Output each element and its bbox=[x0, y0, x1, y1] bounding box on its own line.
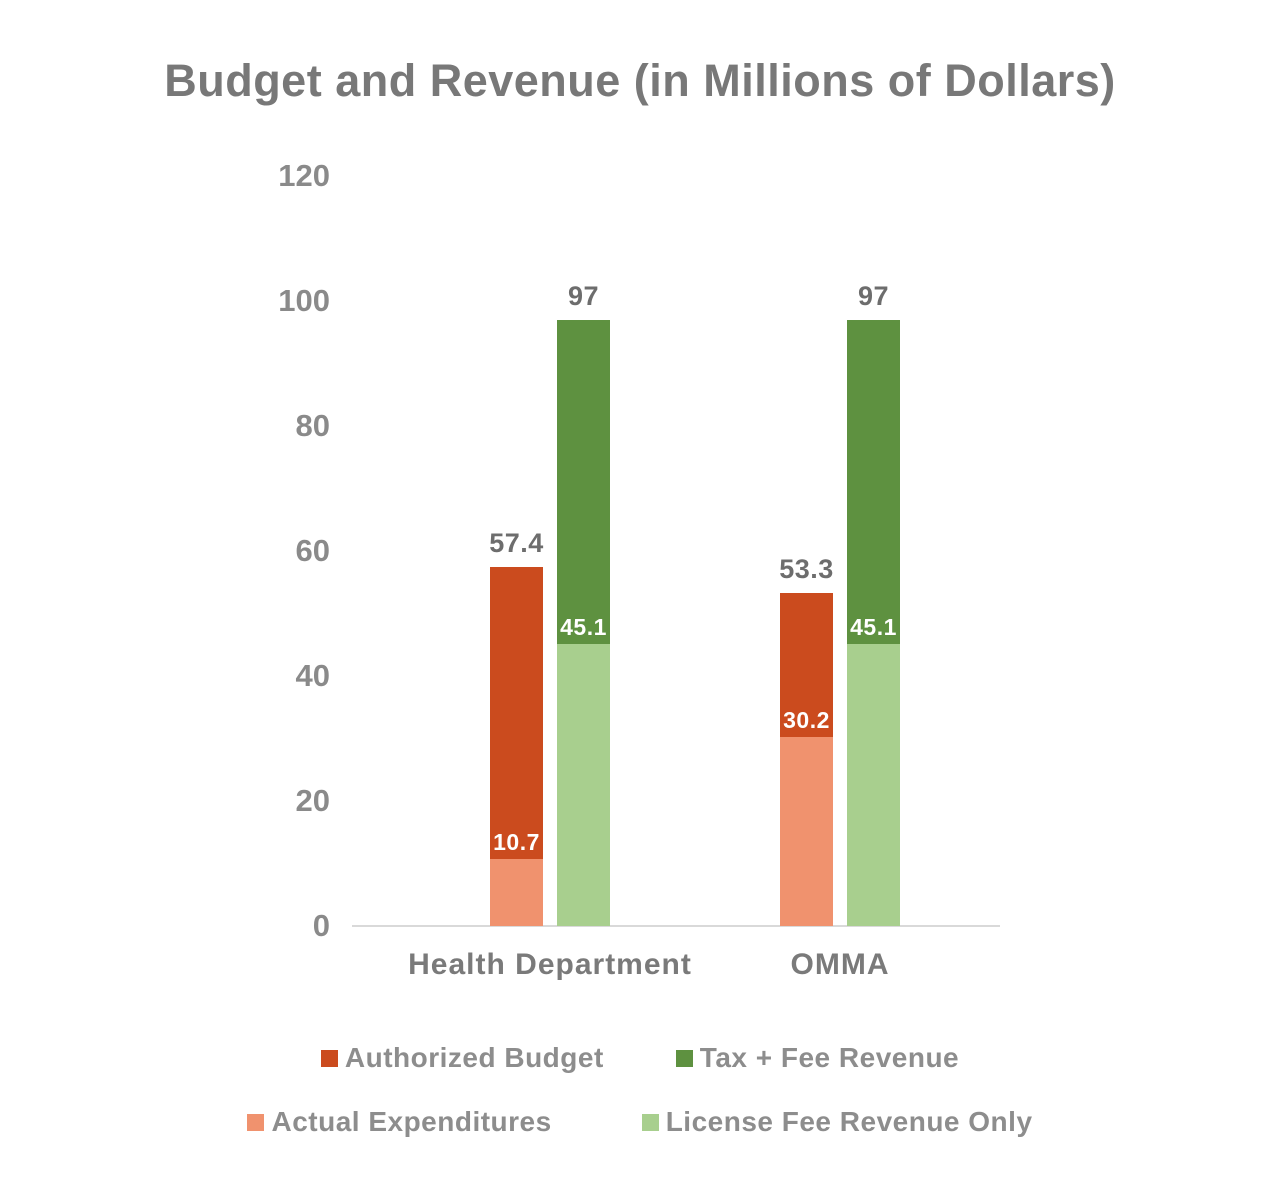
legend-label: Tax + Fee Revenue bbox=[699, 1042, 960, 1073]
chart-title: Budget and Revenue (in Millions of Dolla… bbox=[164, 55, 1116, 106]
bar-segment-actual-expenditures-omma bbox=[780, 737, 833, 926]
value-label-actual-expenditures-health-department: 10.7 bbox=[493, 829, 540, 856]
value-label-tax-fee-revenue-omma: 97 bbox=[857, 280, 890, 311]
value-label-actual-expenditures-omma: 30.2 bbox=[783, 707, 830, 734]
legend-item-authorized-budget: Authorized Budget bbox=[320, 1042, 604, 1074]
y-tick-20: 20 bbox=[295, 783, 330, 818]
category-label-omma: OMMA bbox=[790, 948, 890, 981]
value-label-license-fee-revenue-only-health-department: 45.1 bbox=[560, 614, 607, 641]
value-label-authorized-budget-omma: 53.3 bbox=[779, 553, 834, 584]
legend-item-tax-fee-revenue: Tax + Fee Revenue bbox=[675, 1042, 960, 1074]
legend-label: Authorized Budget bbox=[344, 1042, 604, 1073]
category-label-health-department: Health Department bbox=[408, 948, 692, 981]
value-label-tax-fee-revenue-health-department: 97 bbox=[567, 280, 600, 311]
value-label-license-fee-revenue-only-omma: 45.1 bbox=[850, 614, 897, 641]
legend-swatch-icon bbox=[675, 1049, 693, 1067]
legend-row: Authorized Budget Tax + Fee Revenue bbox=[0, 1042, 1280, 1074]
bar-authorized-budget-omma: 30.2 53.3 bbox=[779, 554, 833, 926]
y-tick-0: 0 bbox=[312, 908, 330, 943]
legend-row: Actual Expenditures License Fee Revenue O… bbox=[0, 1106, 1280, 1138]
y-tick-60: 60 bbox=[295, 533, 330, 568]
bar-segment-actual-expenditures-health-department bbox=[490, 859, 543, 926]
legend-item-actual-expenditures: Actual Expenditures bbox=[247, 1106, 551, 1138]
bar-segment-license-fee-revenue-only-omma bbox=[847, 644, 900, 926]
bar-segment-license-fee-revenue-only-health-department bbox=[557, 644, 610, 926]
bar-tax-fee-revenue-health-department: 45.1 97 bbox=[557, 281, 610, 926]
y-tick-40: 40 bbox=[295, 658, 330, 693]
legend-item-license-fee-revenue-only: License Fee Revenue Only bbox=[641, 1106, 1033, 1138]
legend-swatch-icon bbox=[320, 1049, 338, 1067]
y-tick-100: 100 bbox=[278, 283, 330, 318]
y-tick-120: 120 bbox=[278, 158, 330, 193]
bar-authorized-budget-health-department: 10.7 57.4 bbox=[489, 528, 543, 926]
y-tick-80: 80 bbox=[295, 408, 330, 443]
bar-tax-fee-revenue-omma: 45.1 97 bbox=[847, 281, 900, 926]
x-axis-line bbox=[352, 925, 1000, 927]
legend: Authorized Budget Tax + Fee Revenue Actual… bbox=[0, 1042, 1280, 1138]
legend-label: License Fee Revenue Only bbox=[665, 1106, 1033, 1137]
legend-label: Actual Expenditures bbox=[271, 1106, 552, 1137]
legend-swatch-icon bbox=[247, 1113, 265, 1131]
value-label-authorized-budget-health-department: 57.4 bbox=[489, 528, 544, 559]
legend-swatch-icon bbox=[641, 1113, 659, 1131]
